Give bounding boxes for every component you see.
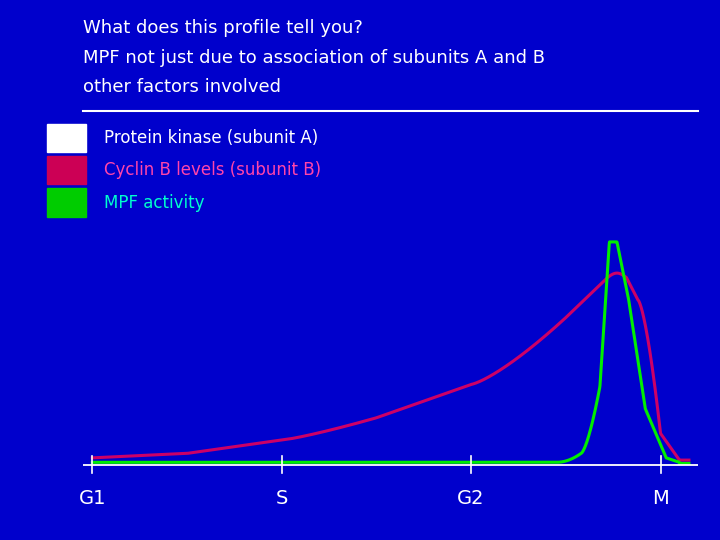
Text: What does this profile tell you?: What does this profile tell you?: [83, 19, 363, 37]
Text: other factors involved: other factors involved: [83, 78, 281, 96]
Text: Protein kinase (subunit A): Protein kinase (subunit A): [104, 129, 319, 147]
Text: MPF activity: MPF activity: [104, 193, 205, 212]
Text: MPF not just due to association of subunits A and B: MPF not just due to association of subun…: [83, 49, 545, 66]
Text: Cyclin B levels (subunit B): Cyclin B levels (subunit B): [104, 161, 322, 179]
